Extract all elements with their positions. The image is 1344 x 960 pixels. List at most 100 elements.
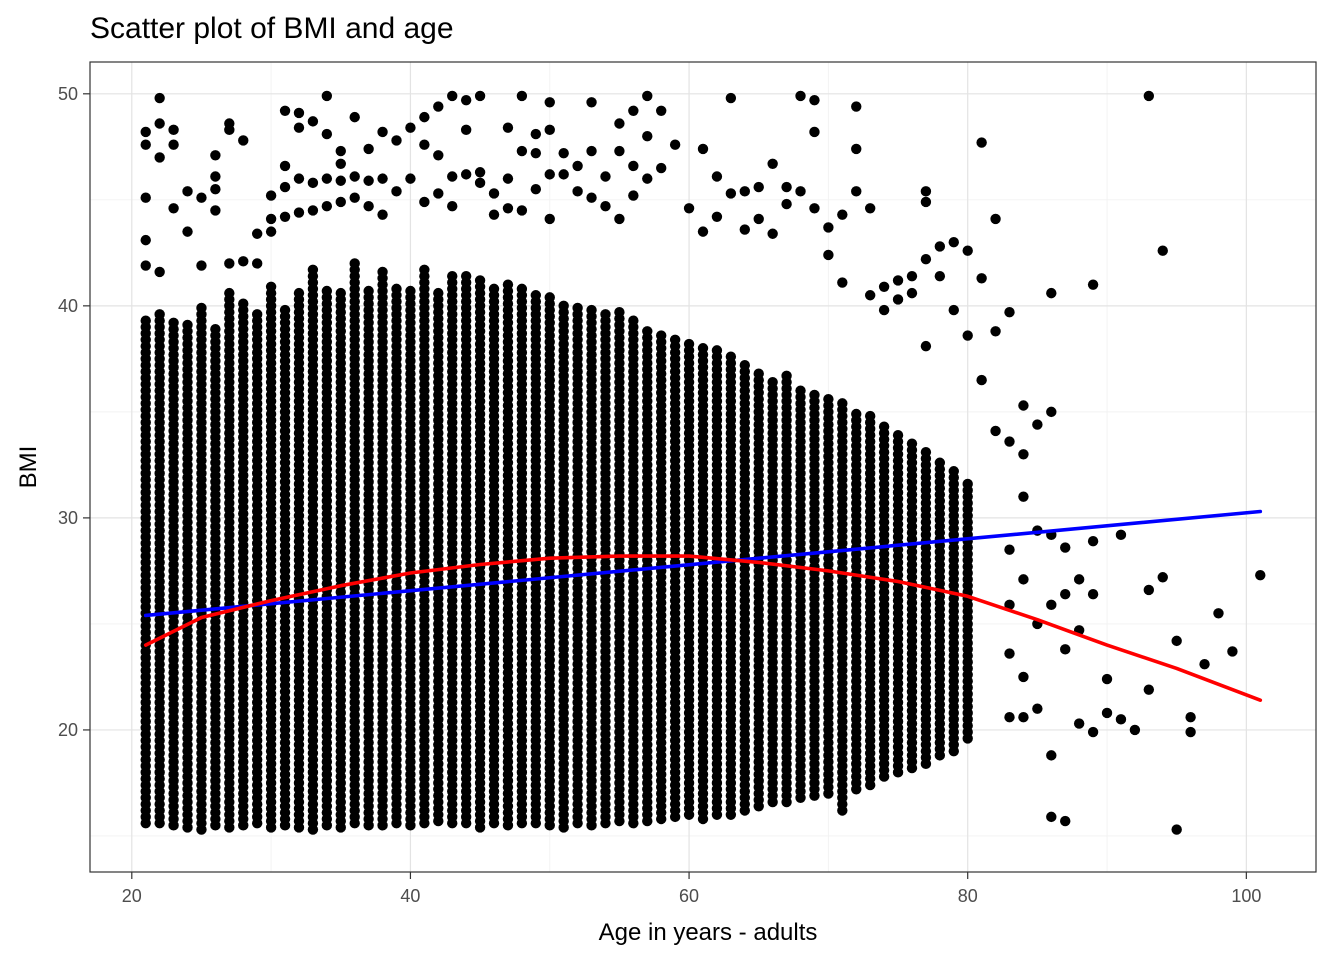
data-point <box>1073 718 1085 729</box>
data-point <box>669 139 681 150</box>
data-point <box>293 287 305 299</box>
data-point <box>1129 724 1141 736</box>
data-point <box>474 167 486 178</box>
data-point <box>279 304 291 316</box>
data-point <box>739 360 750 371</box>
y-tick-label: 30 <box>58 508 78 528</box>
data-point <box>447 200 458 212</box>
data-point <box>516 145 528 157</box>
data-point <box>1101 673 1113 685</box>
data-point <box>920 196 932 208</box>
data-point <box>823 222 834 233</box>
data-point <box>697 226 709 237</box>
data-point <box>628 315 639 326</box>
data-point <box>823 393 834 405</box>
data-point <box>572 160 583 172</box>
data-point <box>1060 542 1071 553</box>
data-point <box>321 90 333 102</box>
data-point <box>196 260 207 271</box>
data-point <box>321 285 333 297</box>
data-point <box>920 186 932 197</box>
y-axis-title: BMI <box>15 446 42 489</box>
data-point <box>1018 449 1029 460</box>
data-point <box>293 122 305 133</box>
data-point <box>809 94 820 106</box>
data-point <box>753 181 764 193</box>
data-point <box>405 122 416 133</box>
data-point <box>976 273 987 284</box>
data-point <box>140 260 151 271</box>
data-point <box>837 209 848 220</box>
data-point <box>377 126 388 138</box>
data-point <box>182 319 193 331</box>
data-point <box>1060 644 1071 655</box>
data-point <box>335 175 346 186</box>
data-point <box>502 279 514 290</box>
data-point <box>600 200 611 212</box>
data-point <box>711 171 723 182</box>
data-point <box>321 200 333 212</box>
data-point <box>474 177 486 189</box>
data-point <box>391 135 402 146</box>
data-point <box>307 205 319 216</box>
data-point <box>433 150 444 161</box>
data-point <box>962 245 973 256</box>
data-point <box>934 241 946 252</box>
data-point <box>711 211 723 222</box>
data-point <box>1060 815 1071 827</box>
data-point <box>210 205 221 216</box>
data-point <box>419 139 430 150</box>
x-tick-label: 60 <box>679 886 699 906</box>
data-point <box>600 309 611 320</box>
data-point <box>265 226 277 237</box>
data-point <box>920 340 932 352</box>
data-point <box>488 188 500 199</box>
data-point <box>544 97 555 108</box>
data-point <box>795 186 806 197</box>
data-point <box>293 173 305 184</box>
data-point <box>279 105 291 116</box>
data-point <box>906 438 918 449</box>
data-point <box>335 145 346 157</box>
data-point <box>781 181 792 193</box>
data-point <box>1004 307 1015 318</box>
data-point <box>1255 569 1266 581</box>
data-point <box>224 287 235 299</box>
data-point <box>1087 589 1099 600</box>
data-point <box>210 184 221 195</box>
data-point <box>363 200 374 212</box>
data-point <box>920 253 932 265</box>
data-point <box>851 408 862 420</box>
data-point <box>544 213 555 225</box>
data-point <box>642 90 653 102</box>
data-point <box>447 90 458 102</box>
data-point <box>502 122 514 133</box>
data-point <box>182 186 193 197</box>
data-point <box>614 145 625 157</box>
data-point <box>586 304 597 316</box>
data-point <box>419 111 430 123</box>
data-point <box>530 128 542 140</box>
data-point <box>656 162 667 174</box>
data-point <box>377 173 388 184</box>
data-point <box>586 192 597 203</box>
data-point <box>586 97 597 108</box>
data-point <box>642 131 653 142</box>
data-point <box>321 128 333 140</box>
data-point <box>1143 90 1155 102</box>
data-point <box>433 188 444 199</box>
data-point <box>307 264 319 276</box>
data-point <box>488 283 500 295</box>
data-point <box>1004 544 1015 555</box>
data-point <box>168 139 179 150</box>
data-point <box>948 237 959 248</box>
data-point <box>781 370 792 382</box>
data-point <box>628 160 639 172</box>
y-tick-label: 20 <box>58 720 78 740</box>
data-point <box>558 169 569 180</box>
data-point <box>168 124 179 136</box>
data-point <box>697 143 709 155</box>
data-point <box>1087 279 1099 290</box>
data-point <box>586 145 597 157</box>
